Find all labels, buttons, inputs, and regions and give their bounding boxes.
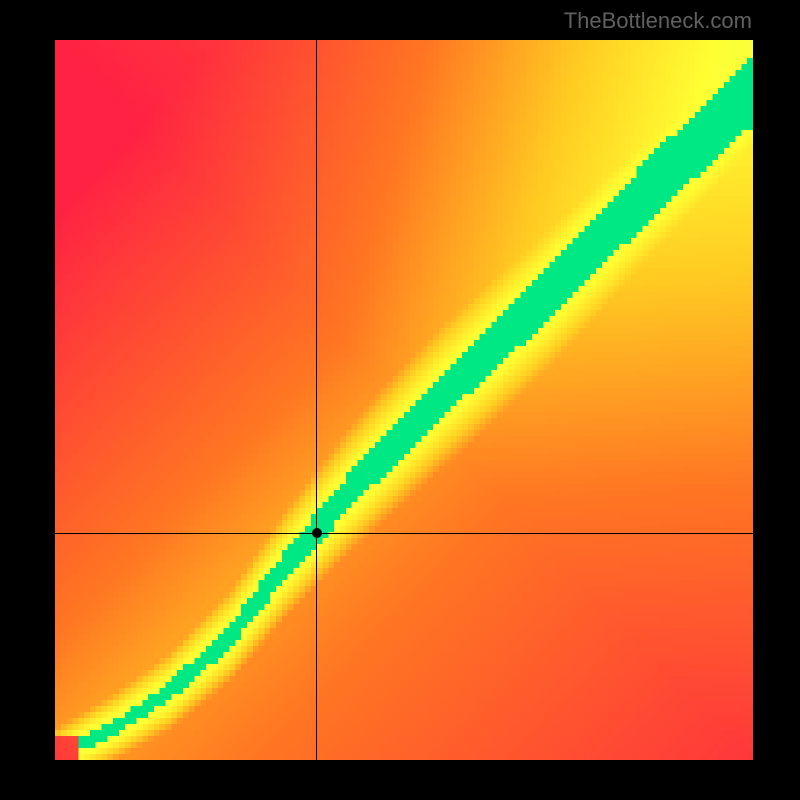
crosshair-horizontal: [55, 533, 753, 534]
chart-frame: TheBottleneck.com: [0, 0, 800, 800]
bottleneck-heatmap: [55, 40, 753, 760]
watermark-text: TheBottleneck.com: [564, 8, 752, 34]
crosshair-vertical: [316, 40, 317, 760]
data-point-marker: [312, 528, 322, 538]
